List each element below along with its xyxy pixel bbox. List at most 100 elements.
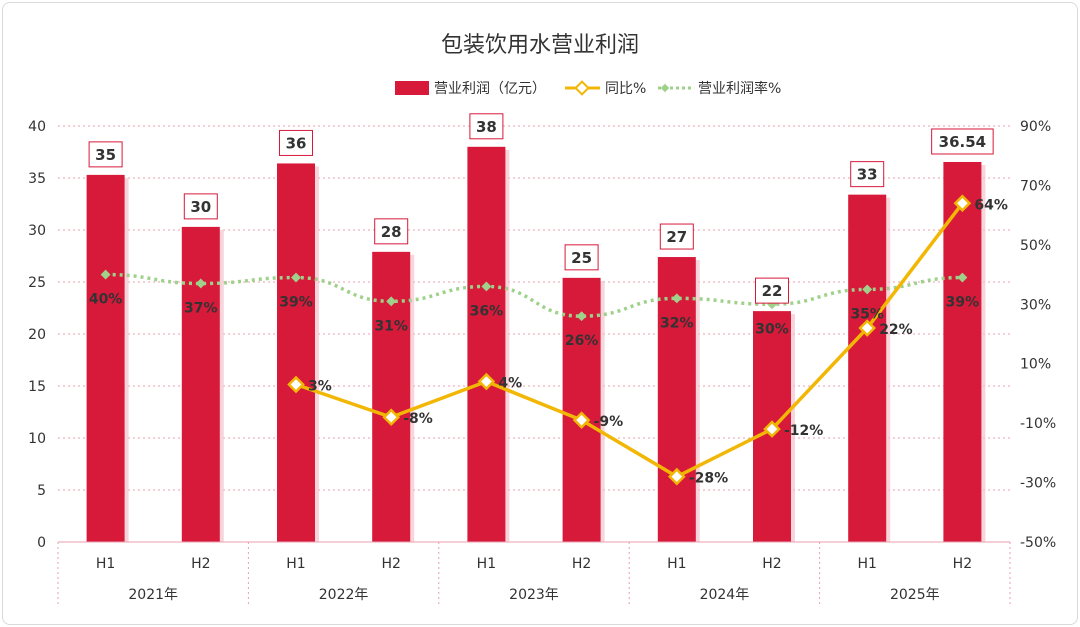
legend: 营业利润（亿元） 同比% 营业利润率% xyxy=(395,80,781,97)
y-left-tick-label: 15 xyxy=(28,379,46,395)
bar-value-label: 28 xyxy=(381,223,402,241)
bar xyxy=(562,277,601,542)
bar xyxy=(657,257,696,542)
margin-value-label: 40% xyxy=(89,292,123,308)
yoy-point xyxy=(763,420,781,438)
bar xyxy=(848,194,887,542)
bar-label-box xyxy=(374,218,409,245)
y-left-tick-label: 30 xyxy=(28,223,46,239)
margin-point xyxy=(957,272,968,283)
yoy-value-label: 4% xyxy=(498,376,522,392)
yoy-point xyxy=(953,194,972,213)
legend-label-profit: 营业利润（亿元） xyxy=(434,81,546,97)
bar-value-label: 25 xyxy=(571,249,592,267)
y-left-tick-label: 0 xyxy=(37,535,46,551)
data-labels: 35 30 36 28 38 25 27 22 33 36.54 40% 37% 39% 31% 36% 26… xyxy=(88,113,1008,487)
yoy-value-label: 22% xyxy=(879,322,913,338)
yoy-line xyxy=(295,202,964,479)
x-year-label: 2022年 xyxy=(319,587,369,603)
margin-point xyxy=(862,284,873,295)
x-category-label: H2 xyxy=(762,556,781,572)
y-right-tick-label: 90% xyxy=(1020,119,1051,135)
yoy-point xyxy=(287,375,305,394)
legend-swatch-profit xyxy=(395,81,429,95)
margin-value-label: 37% xyxy=(184,300,218,316)
x-year-label: 2025年 xyxy=(890,587,940,603)
bar-value-label: 30 xyxy=(190,198,211,216)
bar-label-box xyxy=(850,161,885,188)
y-right-tick-label: -50% xyxy=(1020,535,1056,551)
x-year-label: 2021年 xyxy=(128,587,178,603)
y-left-tick-label: 25 xyxy=(28,275,46,291)
legend-label-margin: 营业利润率% xyxy=(698,80,781,97)
y-left-tick-label: 5 xyxy=(37,483,46,499)
bar-label-box xyxy=(755,277,789,304)
yoy-value-label: -9% xyxy=(594,414,624,430)
y-right-tick-label: -10% xyxy=(1020,416,1056,432)
y-left-tick-label: 20 xyxy=(28,327,46,343)
margin-point xyxy=(481,281,492,292)
yoy-point xyxy=(572,411,591,430)
x-category-label: H2 xyxy=(191,556,210,572)
bar xyxy=(277,163,315,542)
y-left-tick-label: 35 xyxy=(28,171,46,187)
margin-point xyxy=(671,293,682,304)
y-right-tick-label: 50% xyxy=(1020,238,1051,254)
bar-value-label: 27 xyxy=(666,228,687,246)
bar xyxy=(943,161,982,542)
bar-label-box xyxy=(931,128,994,155)
y-right-tick-label: 70% xyxy=(1020,178,1051,194)
legend-label-yoy: 同比% xyxy=(605,81,646,97)
y-right-tick-label: 30% xyxy=(1020,297,1051,313)
x-category-label: H1 xyxy=(96,556,115,572)
yoy-point xyxy=(667,467,686,486)
margin-value-label: 26% xyxy=(565,333,599,349)
y-left-tick-label: 10 xyxy=(28,431,46,447)
margin-value-label: 35% xyxy=(850,306,884,322)
x-category-label: H1 xyxy=(667,556,686,572)
margin-value-label: 39% xyxy=(279,295,313,311)
bar-label-box xyxy=(469,113,504,140)
y-axis-right: -50% -30% -10% 10% 30% 50% 70% 90% xyxy=(1020,119,1056,551)
y-left-tick-label: 40 xyxy=(28,119,46,135)
yoy-point xyxy=(382,408,401,427)
yoy-value-label: -8% xyxy=(403,411,433,427)
margin-value-label: 30% xyxy=(755,321,789,337)
yoy-value-label: -12% xyxy=(784,423,823,439)
bar xyxy=(181,226,220,542)
bar-label-box xyxy=(183,193,218,220)
bar xyxy=(372,251,411,542)
bar-value-label: 36 xyxy=(286,134,307,152)
margin-value-label: 39% xyxy=(946,295,980,311)
margin-value-label: 32% xyxy=(660,315,694,331)
yoy-point xyxy=(477,372,496,391)
legend-marker-margin xyxy=(660,83,670,93)
legend-marker-yoy xyxy=(574,80,590,96)
bar-label-box xyxy=(279,129,313,156)
margin-value-label: 36% xyxy=(470,303,504,319)
yoy-value-label: 3% xyxy=(308,379,332,395)
bar-label-box xyxy=(88,141,123,168)
bar-label-box xyxy=(564,244,599,271)
x-category-label: H1 xyxy=(477,556,496,572)
yoy-value-label: -28% xyxy=(689,471,728,487)
margin-point xyxy=(291,272,301,283)
x-category-label: H1 xyxy=(857,556,876,572)
bar-series xyxy=(86,146,986,543)
bar-value-label: 35 xyxy=(95,146,116,164)
bar xyxy=(86,174,125,542)
x-axis: H1 H2 H1 H2 H1 H2 H1 H2 H1 H2 2021年 2022年 2023年 2024年… xyxy=(57,541,1011,606)
x-category-label: H2 xyxy=(381,556,400,572)
margin-value-label: 31% xyxy=(374,318,408,334)
gridlines xyxy=(58,125,1010,491)
bar-value-label: 36.54 xyxy=(939,133,986,151)
yoy-point xyxy=(858,319,877,337)
margin-point xyxy=(386,296,397,307)
bar xyxy=(467,146,506,543)
margin-point xyxy=(576,311,587,322)
x-year-label: 2024年 xyxy=(700,587,750,603)
bar-value-label: 33 xyxy=(857,166,878,184)
margin-point xyxy=(195,278,206,289)
